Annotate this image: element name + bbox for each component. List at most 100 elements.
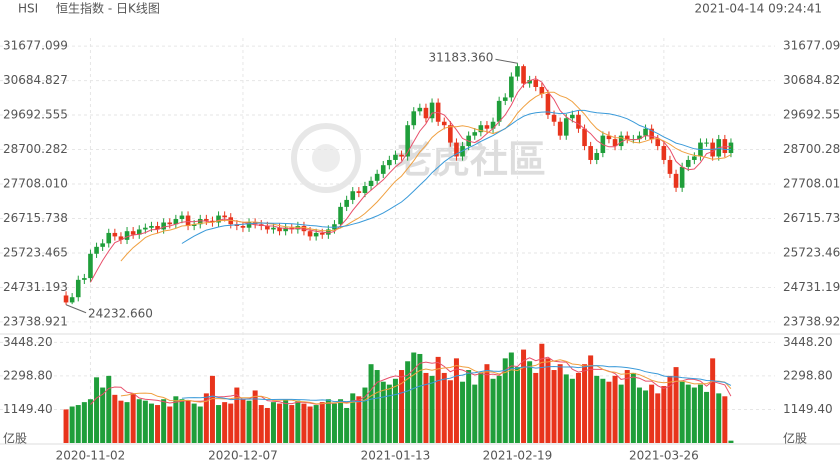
volume-bar [661,386,667,443]
volume-bar [453,358,459,443]
candle-body [313,232,319,237]
volume-bar [569,378,575,443]
candle-body [527,80,532,84]
volume-bar [514,367,520,443]
volume-bar [582,364,588,443]
volume-bar [624,370,630,443]
volume-bar [69,406,75,443]
candle-body [704,142,709,144]
y-tick-label-right: 30684.827 [783,73,840,87]
volume-bar [429,375,435,443]
volume-bar [533,372,539,443]
candle-body [368,180,374,187]
volume-bar [551,370,557,443]
volume-bar [447,380,453,443]
candle-body [265,225,270,230]
volume-bar [216,405,222,443]
candle-body [539,86,545,94]
annotation-leader [65,304,87,314]
volume-bar [209,375,215,443]
watermark-logo [291,123,361,193]
volume-bar [124,402,130,443]
volume-bar [142,400,148,443]
volume-bar [368,364,374,443]
volume-bar [502,358,508,443]
volume-bar [167,406,173,443]
candle-body [271,227,276,230]
volume-bar [710,358,716,443]
volume-bar [417,353,423,443]
x-tick-label: 2020-11-02 [56,449,126,463]
volume-tick-label: 3448.20 [3,335,53,349]
volume-bar [380,381,386,443]
candle-body [387,159,392,166]
volume-bar [630,372,636,443]
y-tick-label-right: 26715.738 [783,211,840,225]
candle-body [722,139,728,154]
x-tick-label: 2021-01-13 [361,449,431,463]
volume-bar [155,405,161,443]
candle-body [728,142,734,154]
candle-body [118,236,124,240]
volume-bar [356,396,362,443]
y-tick-label-right: 23738.921 [783,314,840,328]
volume-tick-label: 1149.40 [3,402,53,416]
candle-body [478,125,484,133]
candle-body [661,146,667,160]
volume-bar [344,407,350,443]
volume-bar [130,393,136,443]
volume-bar [331,403,337,443]
candle-body [185,215,191,226]
y-tick-label-right: 25723.465 [783,245,840,259]
x-tick-label: 2021-02-19 [483,449,553,463]
candle-body [594,153,600,160]
candle-body [326,229,331,235]
candle-body [362,186,368,193]
y-tick-label: 28700.282 [3,142,68,156]
candle-body [100,243,105,247]
volume-bar [441,372,447,443]
volume-bar [350,393,356,443]
candle-body [490,121,496,129]
candle-body [679,166,685,188]
volume-bar [295,400,301,443]
candle-body [649,128,654,140]
candle-body [582,128,587,147]
candle-body [533,80,539,87]
volume-bar [472,384,478,443]
volume-bar [722,396,728,443]
volume-bar [222,402,228,443]
volume-bar [606,381,612,443]
candle-body [692,156,697,160]
price-ma-line [181,109,731,244]
candle-body [75,279,81,298]
annotation-leader [495,58,518,64]
volume-unit: 亿股 [3,431,27,446]
volume-bar [636,387,642,443]
volume-bar [423,372,429,443]
candle-body [246,222,252,228]
candle-body [222,215,227,218]
candle-body [411,111,417,126]
candle-body [515,66,520,77]
candle-body [124,231,130,240]
candle-body [69,297,75,303]
volume-bar [234,387,240,443]
volume-bar [618,384,624,443]
candle-body [405,125,410,157]
x-tick-label: 2020-12-07 [208,449,278,463]
volume-bar [307,406,313,443]
candle-body [191,224,197,226]
volume-bar [161,399,167,443]
volume-bar [527,361,533,443]
candle-body [88,253,93,279]
candle-body [429,102,435,119]
volume-bar [118,400,124,443]
candle-body [521,66,526,84]
candle-body [502,97,508,101]
y-tick-label: 25723.465 [3,245,68,259]
candle-body [106,232,112,244]
volume-bar [594,375,600,443]
volume-bar [655,393,661,443]
